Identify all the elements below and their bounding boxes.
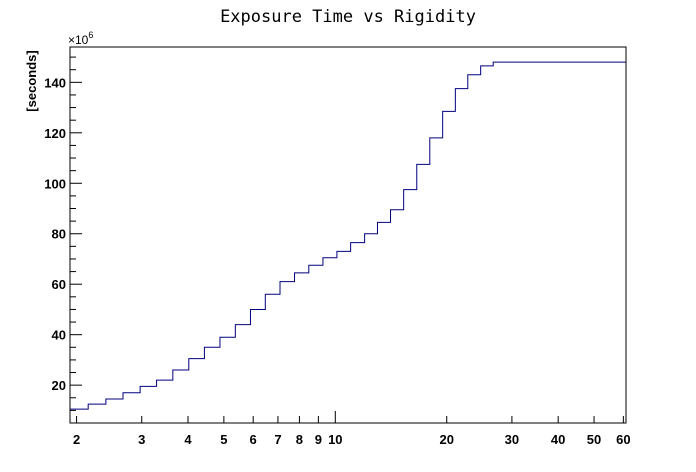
y-tick-label: 120	[44, 126, 66, 141]
x-tick-label: 50	[587, 432, 601, 447]
chart-title: Exposure Time vs Rigidity	[220, 7, 476, 27]
x-tick-label: 20	[439, 432, 453, 447]
y-axis-title: [seconds]	[24, 50, 39, 111]
x-tick-label: 9	[315, 432, 322, 447]
x-tick-label: 2	[73, 432, 80, 447]
y-tick-label: 60	[52, 277, 66, 292]
x-axis: 2 3 4 5 6 7 8 9 10 20 30 40 50 60	[73, 411, 631, 447]
plot-frame	[69, 46, 627, 424]
x-tick-label: 40	[551, 432, 565, 447]
y-axis: 20 40 60 80 100 120 140	[44, 56, 82, 411]
x-tick-label: 7	[274, 432, 281, 447]
x-tick-label: 10	[328, 432, 342, 447]
x-tick-label: 3	[138, 432, 145, 447]
y-tick-label: 100	[44, 176, 66, 191]
series-layer	[70, 61, 626, 410]
y-tick-label: 20	[52, 378, 66, 393]
y-tick-label: 40	[52, 328, 66, 343]
y-tick-label: 80	[52, 227, 66, 242]
x-tick-label: 6	[250, 432, 257, 447]
series-step-line	[70, 61, 626, 410]
x-tick-label: 8	[296, 432, 303, 447]
y-axis-multiplier: ×106	[68, 30, 93, 47]
y-tick-label: 140	[44, 75, 66, 90]
x-tick-label: 4	[184, 432, 192, 447]
x-tick-label: 30	[505, 432, 519, 447]
x-tick-label: 60	[616, 432, 630, 447]
x-tick-label: 5	[220, 432, 227, 447]
y-axis-title-group: [seconds]	[24, 50, 39, 111]
